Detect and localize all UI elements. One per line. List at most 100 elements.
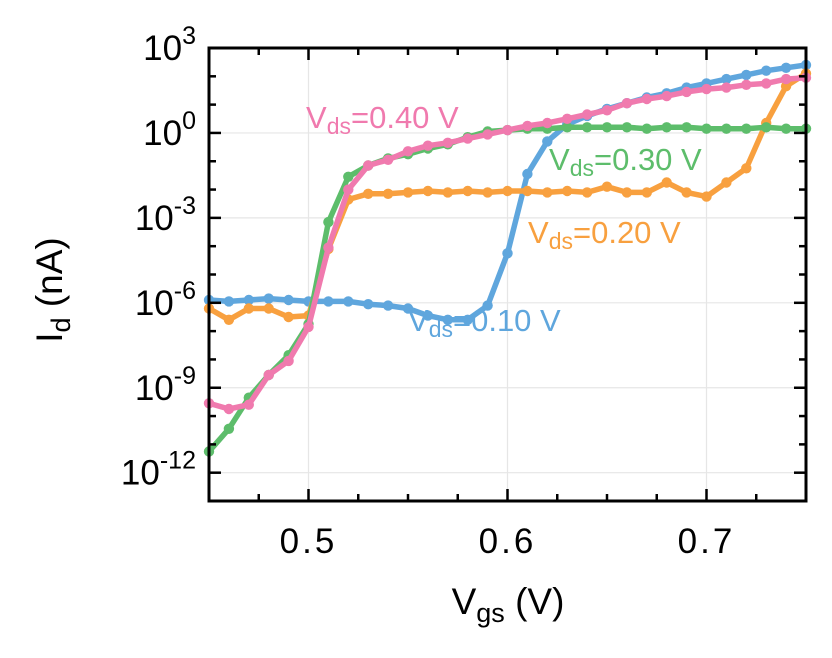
data-point (701, 191, 712, 202)
data-point (323, 242, 334, 253)
data-point (661, 177, 672, 188)
data-point (621, 122, 633, 133)
data-point (303, 321, 314, 333)
data-point (661, 90, 672, 102)
data-point (601, 122, 613, 133)
data-point (601, 105, 613, 116)
ticks (207, 46, 808, 503)
data-point (502, 248, 513, 259)
data-point (343, 184, 354, 195)
data-point (223, 314, 235, 325)
series-label-vds-0.20: Vds=0.20 V (528, 215, 681, 254)
data-point (263, 303, 274, 314)
data-point (761, 122, 772, 133)
data-point (621, 187, 633, 198)
data-point (223, 423, 235, 434)
data-point (363, 188, 374, 199)
series-layer (203, 59, 812, 457)
y-tick-label: 10-9 (135, 362, 196, 408)
data-point (741, 79, 752, 91)
data-point (641, 93, 652, 105)
data-point (601, 181, 613, 192)
data-point (343, 296, 354, 307)
data-point (581, 122, 593, 133)
data-point (780, 73, 792, 85)
data-point (502, 124, 513, 136)
data-point (701, 123, 712, 134)
data-point (780, 123, 792, 134)
series-label-vds-0.30: Vds=0.30 V (549, 142, 702, 181)
data-point (741, 163, 752, 174)
data-point (283, 311, 294, 323)
data-point (522, 120, 533, 132)
data-point (283, 355, 294, 367)
y-tick-label: 10-3 (135, 192, 196, 238)
data-point (223, 296, 235, 307)
data-point (721, 73, 732, 85)
data-point (621, 98, 633, 109)
x-tick-label: 0.5 (280, 522, 338, 561)
x-tick-label: 0.6 (479, 522, 537, 561)
data-point (442, 314, 453, 325)
data-point (562, 113, 573, 125)
grid (209, 47, 806, 501)
data-point (223, 403, 235, 415)
data-point (522, 168, 533, 180)
data-point (402, 187, 414, 198)
data-point (681, 86, 692, 98)
data-point (741, 69, 752, 81)
data-point (243, 303, 254, 314)
x-axis-title: Vgs (V) (452, 581, 565, 628)
data-point (562, 122, 573, 133)
data-point (542, 117, 553, 129)
data-point (701, 83, 712, 95)
data-point (442, 137, 453, 148)
data-point (343, 171, 354, 182)
y-tick-label: 10-12 (121, 447, 196, 493)
data-point (581, 109, 593, 120)
data-point (681, 187, 692, 198)
data-point (283, 294, 294, 306)
y-tick-label: 10-6 (135, 277, 196, 323)
data-point (502, 185, 513, 197)
data-point (263, 293, 274, 304)
y-tick-label: 100 (143, 107, 196, 153)
x-tick-label: 0.7 (678, 522, 736, 561)
series-vds-0.40-v (203, 72, 812, 415)
y-axis-title: Id (nA) (29, 237, 76, 343)
data-point (562, 185, 573, 197)
data-point (462, 185, 473, 197)
data-point (482, 187, 493, 198)
data-point (382, 154, 394, 165)
data-point (721, 82, 732, 93)
data-point (382, 300, 394, 311)
data-point (402, 303, 414, 314)
data-point (741, 123, 752, 134)
data-point (681, 122, 692, 133)
data-point (542, 187, 553, 198)
data-point (402, 146, 414, 157)
data-point (263, 369, 274, 381)
data-point (323, 296, 334, 307)
data-point (363, 160, 374, 171)
data-point (721, 123, 732, 134)
data-point (780, 62, 792, 73)
data-point (462, 133, 473, 144)
data-point (243, 294, 254, 306)
y-tick-label: 103 (143, 22, 196, 68)
data-point (641, 123, 652, 134)
data-point (761, 78, 772, 89)
data-point (641, 187, 652, 198)
data-point (482, 300, 493, 311)
data-point (323, 216, 334, 228)
data-point (522, 185, 533, 197)
data-point (661, 122, 672, 133)
data-point (382, 188, 394, 199)
data-point (363, 299, 374, 310)
series-label-vds-0.10: Vds=0.10 V (408, 303, 561, 342)
data-point (721, 177, 732, 188)
data-point (462, 314, 473, 325)
data-point (422, 185, 434, 197)
data-point (542, 136, 553, 147)
